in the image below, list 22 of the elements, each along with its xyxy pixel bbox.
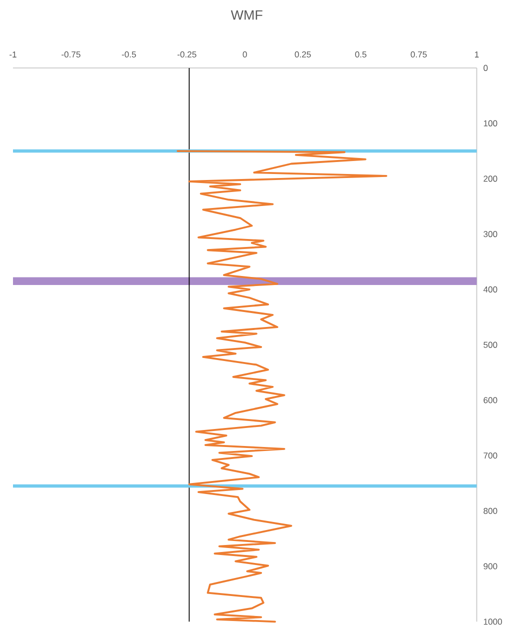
y-tick-label: 800 [484, 508, 498, 514]
x-tick-label: 0.25 [294, 51, 311, 58]
chart-title: WMF [231, 10, 263, 20]
y-tick-label: 500 [484, 342, 498, 348]
y-tick-label: 1000 [484, 618, 502, 625]
y-tick-label: 200 [484, 176, 498, 182]
x-tick-label: -0.5 [122, 51, 136, 58]
y-tick-label: 600 [484, 397, 498, 404]
x-tick-label: -0.25 [178, 51, 196, 58]
x-tick-label: -1 [10, 52, 17, 58]
y-tick-label: 0 [484, 64, 488, 71]
x-tick-label: 1 [475, 52, 479, 58]
y-tick-label: 400 [484, 286, 498, 292]
line-series [176, 150, 388, 623]
y-tick-label: 100 [484, 120, 498, 126]
y-tick-label: 300 [484, 231, 498, 238]
y-tick-label: 900 [484, 563, 498, 570]
y-tick-label: 700 [484, 452, 498, 459]
x-tick-label: 0.75 [410, 51, 427, 58]
x-tick-label: -0.75 [62, 51, 80, 58]
x-tick-label: 0 [242, 51, 248, 58]
x-tick-label: 0.5 [355, 51, 367, 58]
